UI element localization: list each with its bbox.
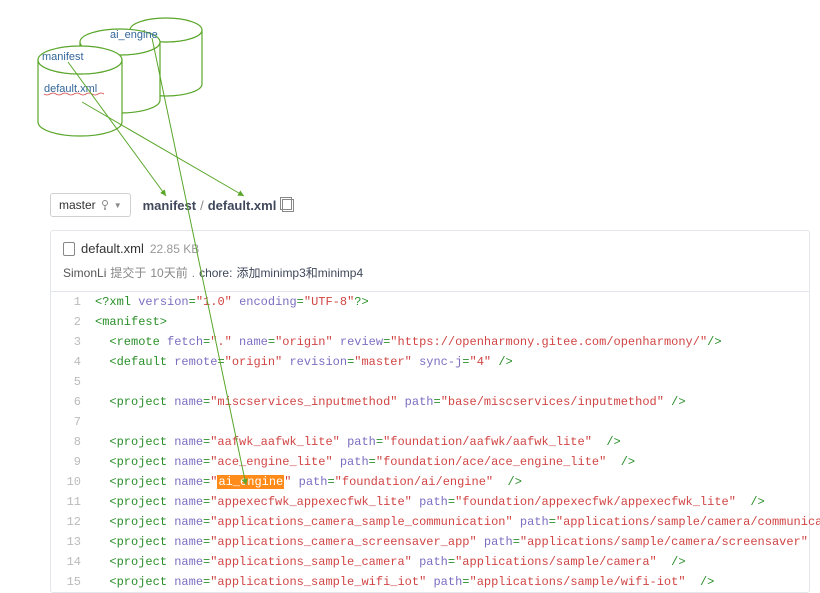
commit-message: 添加minimp3和minimp4 [236,264,363,281]
code-line: 10 <project name="ai_engine" path="found… [51,472,809,492]
line-number: 1 [51,292,95,312]
breadcrumb-manifest[interactable]: manifest [143,198,196,213]
file-size: 22.85 KB [150,242,199,256]
line-number: 11 [51,492,95,512]
code-line: 2<manifest> [51,312,809,332]
code-content: <project name="applications_sample_camer… [95,552,686,572]
code-content: <project name="applications_camera_scree… [95,532,820,552]
code-line: 15 <project name="applications_sample_wi… [51,572,809,592]
copy-path-icon[interactable] [282,199,294,212]
line-number: 12 [51,512,95,532]
svg-text:default.xml: default.xml [44,83,97,95]
line-number: 2 [51,312,95,332]
code-content: <project name="ace_engine_lite" path="fo… [95,452,635,472]
code-content: <project name="miscservices_inputmethod"… [95,392,686,412]
file-header: default.xml 22.85 KB SimonLi 提交于 10天前 . … [51,231,809,292]
line-number: 8 [51,432,95,452]
code-line: 4 <default remote="origin" revision="mas… [51,352,809,372]
code-line: 6 <project name="miscservices_inputmetho… [51,392,809,412]
code-line: 13 <project name="applications_camera_sc… [51,532,809,552]
file-panel: default.xml 22.85 KB SimonLi 提交于 10天前 . … [50,230,810,593]
svg-text:manifest: manifest [42,51,84,63]
file-icon [63,242,75,256]
commit-meta: SimonLi 提交于 10天前 . chore: 添加minimp3和mini… [63,264,797,281]
code-content: <?xml version="1.0" encoding="UTF-8"?> [95,292,369,312]
code-content [95,412,102,432]
line-number: 4 [51,352,95,372]
line-number: 3 [51,332,95,352]
breadcrumb: manifest / default.xml [143,198,295,213]
branch-label: master [59,198,96,212]
chevron-down-icon: ▼ [114,201,122,210]
line-number: 15 [51,572,95,592]
code-line: 14 <project name="applications_sample_ca… [51,552,809,572]
code-line: 5 [51,372,809,392]
code-content: <remote fetch="." name="origin" review="… [95,332,722,352]
code-content [95,372,102,392]
breadcrumb-separator: / [200,198,204,213]
file-name: default.xml [81,241,144,256]
line-number: 5 [51,372,95,392]
code-content: <project name="applications_camera_sampl… [95,512,820,532]
code-line: 11 <project name="appexecfwk_appexecfwk_… [51,492,809,512]
code-content: <project name="ai_engine" path="foundati… [95,472,522,492]
code-line: 7 [51,412,809,432]
code-line: 8 <project name="aafwk_aafwk_lite" path=… [51,432,809,452]
commit-message-prefix: chore: [199,266,232,280]
code-content: <project name="applications_sample_wifi_… [95,572,714,592]
code-content: <manifest> [95,312,167,332]
code-viewer: 1<?xml version="1.0" encoding="UTF-8"?>2… [51,292,809,592]
line-number: 14 [51,552,95,572]
line-number: 6 [51,392,95,412]
code-content: <project name="appexecfwk_appexecfwk_lit… [95,492,765,512]
code-content: <project name="aafwk_aafwk_lite" path="f… [95,432,621,452]
line-number: 10 [51,472,95,492]
line-number: 7 [51,412,95,432]
branch-icon [100,199,110,211]
code-line: 9 <project name="ace_engine_lite" path="… [51,452,809,472]
commit-submitted-label: 提交于 [110,264,146,281]
line-number: 13 [51,532,95,552]
branch-select-button[interactable]: master ▼ [50,193,131,217]
commit-author[interactable]: SimonLi [63,266,106,280]
code-line: 3 <remote fetch="." name="origin" review… [51,332,809,352]
commit-time: 10天前 [150,264,187,281]
code-content: <default remote="origin" revision="maste… [95,352,513,372]
svg-text:ai_engine: ai_engine [110,29,158,41]
code-line: 12 <project name="applications_camera_sa… [51,512,809,532]
code-line: 1<?xml version="1.0" encoding="UTF-8"?> [51,292,809,312]
breadcrumb-current: default.xml [208,198,277,213]
line-number: 9 [51,452,95,472]
